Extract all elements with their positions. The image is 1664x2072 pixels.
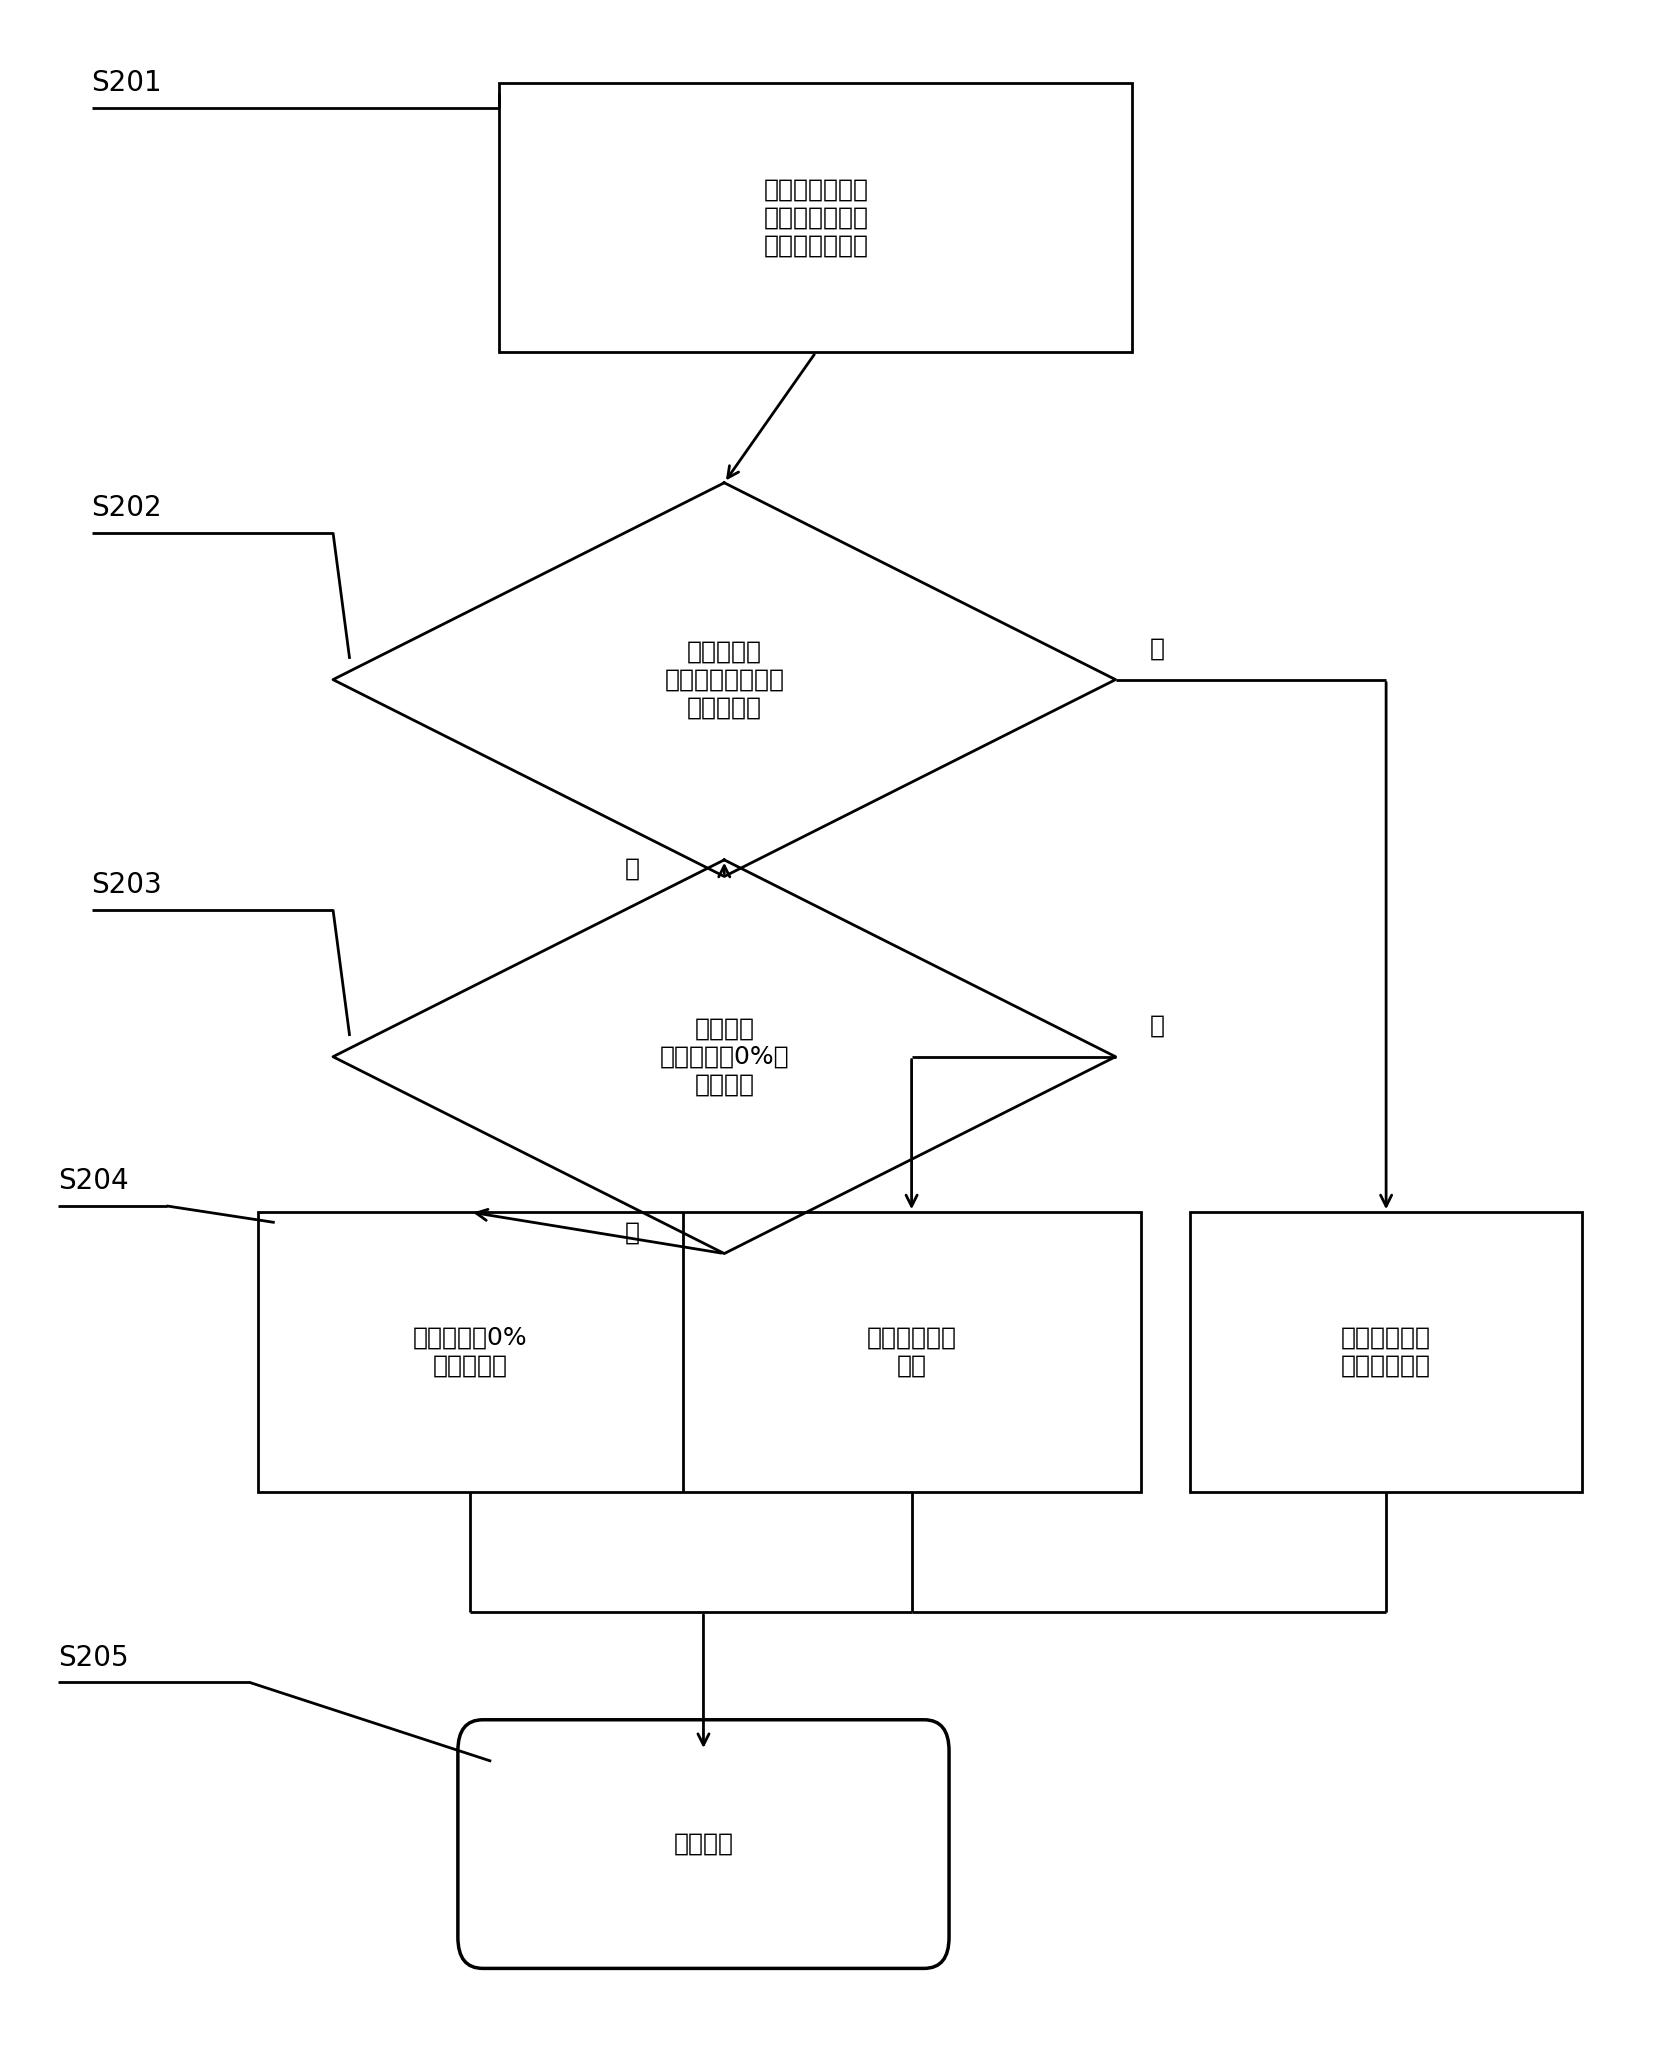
Text: 查找是否
存在能调为0%的
单元模块: 查找是否 存在能调为0%的 单元模块 xyxy=(659,1017,789,1096)
Text: S203: S203 xyxy=(92,870,161,899)
Text: 否: 否 xyxy=(1148,1013,1165,1038)
Polygon shape xyxy=(333,860,1115,1254)
Text: 加载能调为0%
的单元模块: 加载能调为0% 的单元模块 xyxy=(413,1326,527,1378)
Text: 结束加载: 结束加载 xyxy=(672,1832,734,1857)
Text: 随机加载单元
模块: 随机加载单元 模块 xyxy=(865,1326,957,1378)
Polygon shape xyxy=(333,483,1115,876)
Text: S205: S205 xyxy=(58,1643,128,1672)
FancyBboxPatch shape xyxy=(458,1720,948,1968)
Bar xyxy=(499,83,1132,352)
Text: 是: 是 xyxy=(624,856,641,881)
Text: 是: 是 xyxy=(624,1220,641,1245)
Text: S201: S201 xyxy=(92,68,161,97)
Text: S202: S202 xyxy=(92,493,161,522)
Text: 否: 否 xyxy=(1148,636,1165,661)
Text: S204: S204 xyxy=(58,1167,128,1196)
Text: 确定需要运行的
单元模块和单元
模块的能调状态: 确定需要运行的 单元模块和单元 模块的能调状态 xyxy=(762,178,869,257)
Text: 判断已运行
单元模块是否均处
于高效状态: 判断已运行 单元模块是否均处 于高效状态 xyxy=(664,640,784,719)
Text: 加载非高效状
态的单元模块: 加载非高效状 态的单元模块 xyxy=(1340,1326,1431,1378)
Bar xyxy=(258,1212,1140,1492)
Bar xyxy=(1190,1212,1581,1492)
